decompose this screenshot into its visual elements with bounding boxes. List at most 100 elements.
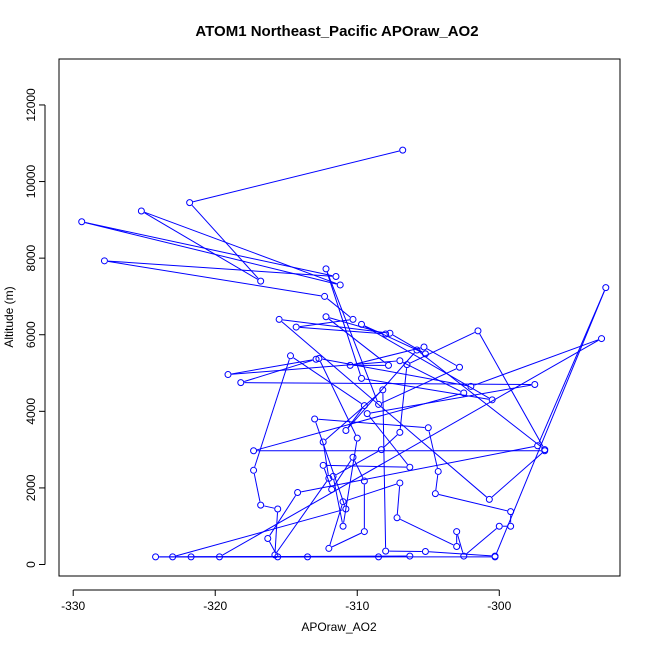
data-point [399,146,407,154]
y-tick-label: 0 [24,561,38,568]
data-point [250,466,258,474]
data-point [403,361,411,369]
y-tick-label: 6000 [24,321,38,348]
series-line-segment [347,408,363,428]
series-points [78,146,610,561]
series-line-segment [231,359,313,375]
series-line-segment [333,479,343,523]
series-line-segment [428,431,438,469]
data-point [319,438,327,446]
data-point [275,315,283,323]
series-line-segment [466,528,497,555]
y-axis: 0 2000 4000 6000 8000 10000 12000 [24,88,46,568]
series-line-segment [370,384,532,414]
x-tick-label: -330 [61,599,85,613]
series-line-segment [438,494,508,512]
y-axis-label: Altitude (m) [2,286,16,347]
series-line-segment [495,290,605,554]
data-point [467,382,475,390]
series-line-segment [323,445,329,475]
plot-frame [58,58,621,577]
data-point [237,379,245,387]
data-point [353,434,361,442]
series-line-segment [346,483,397,502]
series-line-segment [85,222,337,285]
data-point [169,553,177,561]
data-point [384,361,392,369]
data-point [187,553,195,561]
data-point [224,371,232,379]
data-point [420,343,428,351]
data-point [257,277,265,285]
series-line-segment [353,347,421,365]
data-point [358,374,366,382]
series-line-segment [409,331,475,364]
series-line-segment [144,212,258,280]
series-line-segment [282,319,387,334]
data-point [541,446,549,454]
series-line-segment [331,532,362,548]
data-point [360,477,368,485]
data-point [507,522,515,530]
y-tick-label: 10000 [24,165,38,199]
x-tick-label: -300 [487,599,511,613]
series-line-segment [244,359,313,383]
data-point [375,553,383,561]
series-line-segment [276,480,328,553]
series-line-segment [222,339,599,556]
series-line-segment [108,260,333,277]
data-point [531,381,539,389]
data-point [342,505,350,513]
y-tick-label: 8000 [24,244,38,271]
x-tick-label: -320 [203,599,227,613]
series-line-segment [299,326,383,335]
series-line-segment [281,321,487,498]
data-point [360,402,368,410]
data-point [377,446,385,454]
data-point [342,426,350,434]
data-point [379,386,387,394]
series-line-segment [457,534,464,553]
series-line-segment [382,393,387,548]
data-point [413,346,421,354]
y-tick-label: 2000 [24,474,38,501]
series-line-segment [320,361,357,436]
data-point [321,292,329,300]
series-line-segment [269,495,297,536]
series-line-segment [392,334,423,353]
data-point [393,514,401,522]
series-line-segment [402,361,461,392]
data-point [349,315,357,323]
data-point [292,323,300,331]
data-point [488,396,496,404]
data-point [360,528,368,536]
data-point [386,329,394,337]
data-point [339,498,347,506]
data-point [322,265,330,273]
data-point [424,424,432,432]
data-point [287,352,295,360]
data-point [312,355,320,363]
data-point [406,552,414,560]
series-line-segment [369,416,408,465]
series-line-segment [322,358,468,387]
data-point [315,354,323,362]
series-lines [85,150,605,558]
data-point [325,474,333,482]
series-line-segment [343,441,358,523]
data-point [421,547,429,555]
data-point [250,447,258,455]
series-line-segment [254,359,290,468]
series-line-segment [435,474,439,491]
data-point [322,313,330,321]
series-line-segment [274,512,278,552]
data-point [406,463,414,471]
series-line-segment [264,505,275,509]
data-point [311,415,319,423]
series-line-segment [491,452,543,498]
data-point [264,534,272,542]
data-point [396,479,404,487]
chart-title: ATOM1 Northeast_Pacific APOraw_AO2 [195,23,478,40]
data-point [358,320,366,328]
series-line-segment [383,434,398,448]
